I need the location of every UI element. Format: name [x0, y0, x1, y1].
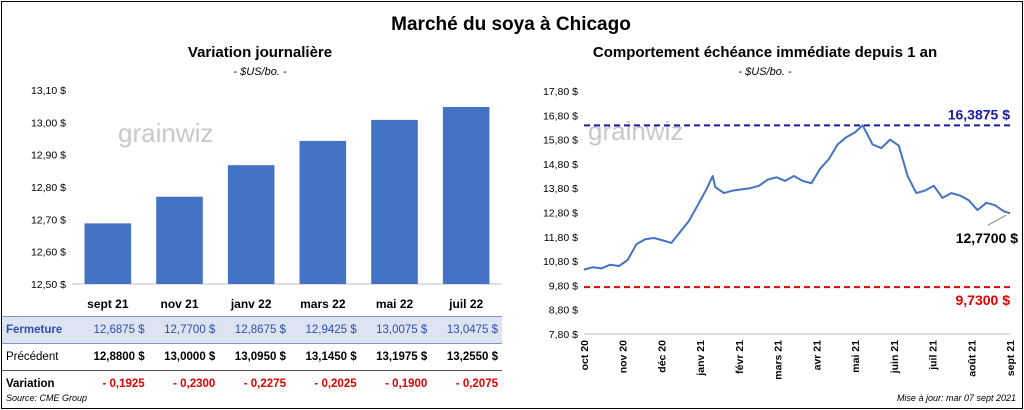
price-table: Fermeture 12,6875 $12,7700 $12,8675 $12,9…	[2, 316, 502, 397]
source-note: Source: CME Group	[6, 393, 88, 403]
left-ytick-label: 12,50 $	[31, 279, 66, 291]
right-line-chart: grainwiz 7,80 $ 8,80 $ 9,80 $ 10,80 $ 11,80 $…	[543, 86, 1018, 380]
last-value-label: 12,7700 $	[956, 230, 1018, 246]
table-cell: 12,6875 $	[78, 316, 149, 344]
table-cell: 12,7700 $	[148, 316, 220, 344]
right-xtick-label: mars 21	[773, 340, 785, 380]
right-xtick-label: avr 21	[811, 340, 823, 371]
right-xtick-label: mai 21	[850, 340, 862, 373]
row-label: Fermeture	[2, 316, 78, 344]
page-title: Marché du soya à Chicago	[391, 14, 631, 35]
bar-juil-22	[442, 106, 490, 284]
table-cell: 13,0075 $	[360, 316, 432, 344]
right-xtick-label: août 21	[966, 340, 978, 377]
left-ytick-label: 12,70 $	[31, 214, 66, 226]
bar-mai-22	[371, 119, 418, 285]
bar-sept-21	[84, 223, 132, 284]
right-ytick-label: 7,80 $	[549, 329, 578, 341]
right-ytick-label: 13,80 $	[543, 183, 578, 195]
table-cell: 13,0000 $	[148, 343, 220, 371]
right-xtick-label: déc 20	[656, 340, 668, 373]
left-xtick-label: mars 22	[300, 297, 346, 311]
left-xtick-label: juil 22	[448, 297, 483, 311]
left-ytick-label: 12,60 $	[31, 247, 66, 259]
right-xtick-label: oct 20	[579, 340, 591, 371]
table-cell: - 0,2300	[173, 378, 216, 390]
right-xtick-label: nov 20	[618, 340, 630, 373]
right-ytick-label: 8,80 $	[549, 305, 578, 317]
right-ytick-label: 17,80 $	[543, 86, 578, 98]
left-chart-unit: - $US/bo. -	[233, 66, 287, 78]
right-chart-unit: - $US/bo. -	[738, 66, 792, 78]
left-xtick-label: janv 22	[230, 297, 272, 311]
table-cell: 13,1450 $	[289, 343, 361, 371]
table-cell: 13,1975 $	[360, 343, 432, 371]
high-label: 16,3875 $	[948, 106, 1010, 122]
left-watermark: grainwiz	[118, 118, 213, 148]
table-cell: 13,0950 $	[219, 343, 290, 371]
right-watermark: grainwiz	[588, 116, 683, 146]
left-ytick-label: 13,00 $	[31, 117, 66, 129]
low-label: 9,7300 $	[956, 292, 1011, 308]
left-ytick-label: 12,90 $	[31, 150, 66, 162]
right-xtick-label: janv 21	[695, 340, 707, 377]
table-cell: 13,2550 $	[431, 343, 502, 371]
left-chart-title: Variation journalière	[187, 44, 333, 61]
right-xtick-label: sept 21	[1005, 340, 1017, 376]
left-ytick-label: 13,10 $	[31, 85, 66, 97]
bar-janv-22	[227, 165, 275, 284]
row-label: Précédent	[2, 343, 78, 371]
table-row-precedent: Précédent 12,8800 $13,0000 $13,0950 $13,1…	[2, 343, 502, 371]
right-ytick-label: 11,80 $	[544, 232, 578, 244]
right-ytick-label: 12,80 $	[543, 208, 578, 220]
price-series-line	[583, 124, 1011, 271]
row-label: Variation	[6, 378, 55, 390]
table-row-variation: Variation - 0,1925 - 0,2300 - 0,2275 - 0,202…	[2, 371, 502, 398]
left-ytick-label: 12,80 $	[31, 182, 66, 194]
left-xtick-label: mai 22	[376, 297, 414, 311]
right-ytick-label: 9,80 $	[549, 280, 578, 292]
right-ytick-label: 15,80 $	[543, 135, 578, 147]
right-ytick-label: 14,80 $	[543, 159, 578, 171]
bar-nov-21	[156, 196, 203, 284]
right-chart-title: Comportement échéance immédiate depuis 1…	[592, 44, 938, 61]
update-note: Mise à jour: mar 07 sept 2021	[896, 393, 1016, 403]
table-cell: - 0,2275	[243, 378, 286, 390]
right-xtick-label: juil 21	[928, 340, 940, 371]
last-value-leader	[987, 214, 1007, 226]
left-bar-chart: grainwiz 12,50 $ 12,60 $ 12,70 $ 12,80 $ 12,9…	[31, 85, 502, 311]
left-xtick-label: nov 21	[160, 297, 198, 311]
table-cell: - 0,1900	[385, 378, 428, 390]
right-xtick-label: févr 21	[734, 340, 746, 374]
right-ytick-label: 16,80 $	[543, 110, 578, 122]
table-cell: - 0,1925	[102, 378, 145, 390]
right-ytick-label: 10,80 $	[543, 256, 578, 268]
table-cell: 12,8800 $	[78, 343, 149, 371]
right-xtick-label: juin 21	[889, 340, 901, 374]
table-cell: 12,9425 $	[289, 316, 361, 344]
table-row-fermeture: Fermeture 12,6875 $12,7700 $12,8675 $12,9…	[2, 316, 502, 344]
table-cell: - 0,2025	[314, 378, 357, 390]
left-xtick-label: sept 21	[87, 297, 129, 311]
table-cell: 12,8675 $	[219, 316, 290, 344]
table-cell: - 0,2075	[455, 378, 498, 390]
table-cell: 13,0475 $	[431, 316, 502, 344]
bar-mars-22	[299, 140, 347, 284]
